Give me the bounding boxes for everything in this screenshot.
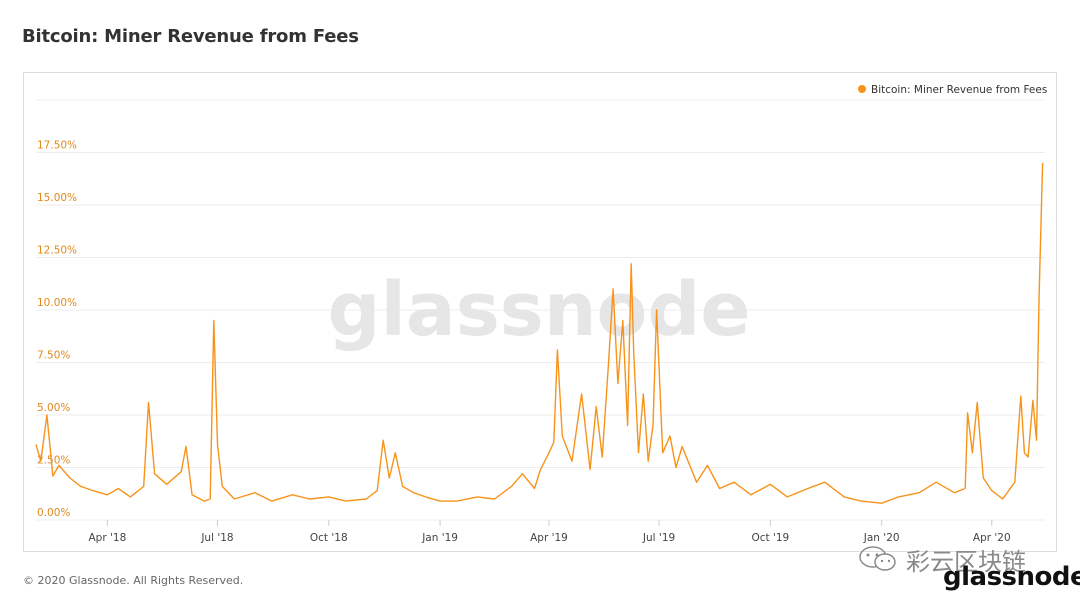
y-tick-label: 0.00%	[37, 507, 70, 519]
x-axis-ticks: Apr '18 Jul '18 Oct '18 Jan '19 Apr '19 Jul '…	[89, 520, 1011, 544]
glassnode-logo: glassnode	[943, 562, 1080, 592]
x-tick-label: Jan '20	[863, 532, 900, 544]
wechat-tag: 彩云区块链	[858, 542, 1026, 576]
y-tick-label: 17.50%	[37, 140, 77, 152]
x-tick-label: Oct '18	[310, 532, 348, 544]
wechat-icon	[859, 546, 896, 571]
legend[interactable]: Bitcoin: Miner Revenue from Fees	[858, 84, 1047, 96]
chart-title: Bitcoin: Miner Revenue from Fees	[22, 26, 359, 47]
x-tick-label: Jul '19	[642, 532, 675, 544]
copyright-footer: © 2020 Glassnode. All Rights Reserved.	[23, 574, 244, 587]
y-tick-label: 12.50%	[37, 245, 77, 257]
grid-lines	[36, 99, 1045, 521]
wechat-account-name: 彩云区块链	[906, 547, 1026, 576]
chart-panel: glassnode 0.00% 2.50% 5.00% 7.50% 10.00% 12.5…	[23, 72, 1057, 552]
x-tick-label: Apr '18	[89, 532, 127, 544]
x-tick-label: Oct '19	[751, 532, 789, 544]
series-line	[35, 162, 1044, 504]
y-tick-label: 15.00%	[37, 192, 77, 204]
x-tick-label: Apr '20	[973, 532, 1011, 544]
x-tick-label: Jan '19	[421, 532, 458, 544]
legend-marker-icon	[858, 85, 866, 93]
y-tick-label: 10.00%	[37, 297, 77, 309]
x-tick-label: Apr '19	[530, 532, 568, 544]
watermark-text: glassnode	[327, 267, 750, 353]
y-tick-label: 5.00%	[37, 402, 70, 414]
y-tick-label: 2.50%	[37, 455, 70, 467]
y-tick-label: 7.50%	[37, 350, 70, 362]
legend-label: Bitcoin: Miner Revenue from Fees	[871, 84, 1047, 96]
x-tick-label: Jul '18	[200, 532, 233, 544]
line-chart: glassnode 0.00% 2.50% 5.00% 7.50% 10.00% 12.5…	[35, 84, 1047, 544]
y-axis-ticks: 0.00% 2.50% 5.00% 7.50% 10.00% 12.50% 15.00% 17…	[37, 140, 77, 520]
